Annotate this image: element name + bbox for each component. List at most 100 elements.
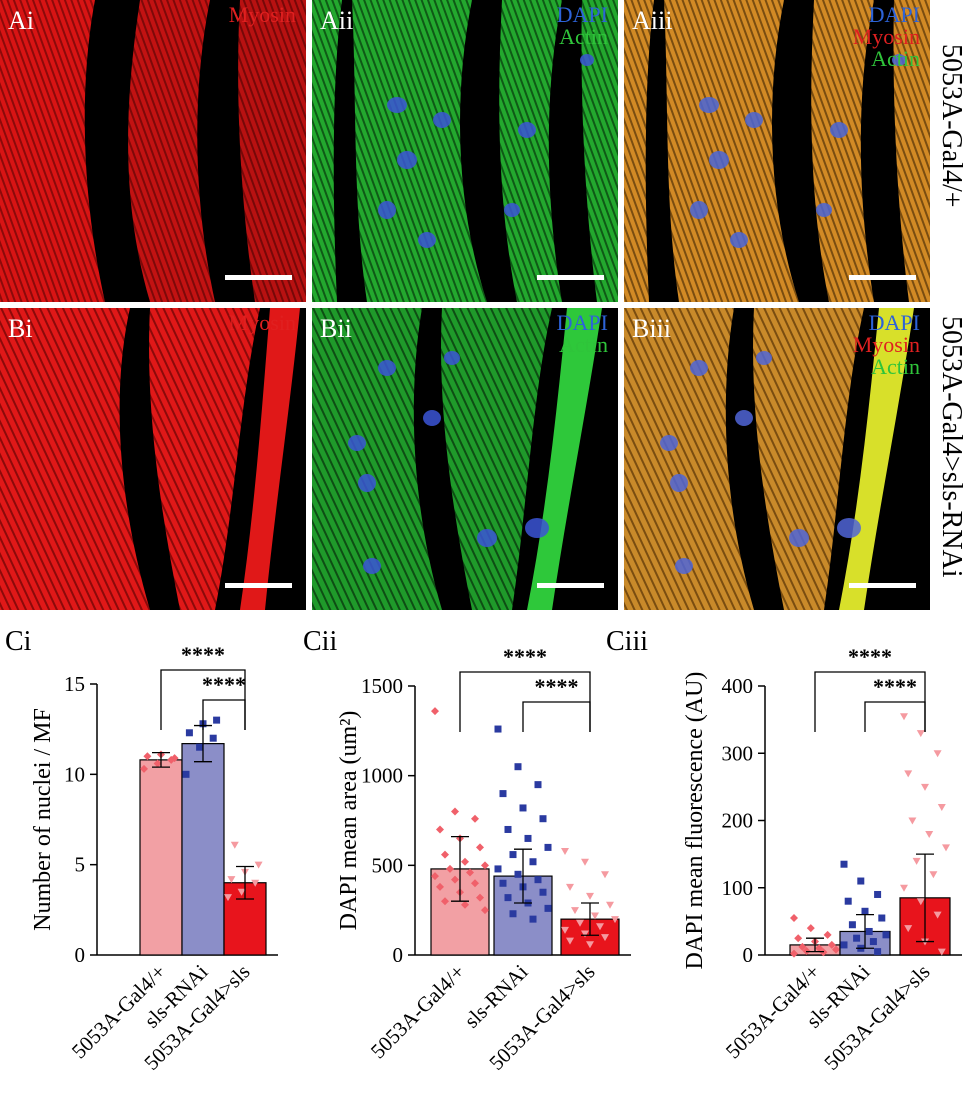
y-tick-label: 100: [722, 876, 754, 900]
data-point: [802, 946, 811, 955]
data-point: [476, 843, 484, 852]
data-point: [844, 897, 852, 905]
data-point: [861, 907, 869, 915]
channel-legend: DAPI Myosin Actin: [853, 4, 920, 70]
channel-myosin: Myosin: [852, 24, 920, 49]
data-point: [227, 876, 236, 884]
significance-label: ****: [181, 642, 225, 667]
data-point: [827, 940, 836, 949]
data-point: [534, 781, 542, 789]
panel-aiii: Aiii DAPI Myosin Actin: [624, 0, 930, 302]
data-point: [185, 729, 193, 737]
data-point: [566, 937, 574, 945]
data-point: [853, 934, 861, 942]
data-point: [254, 861, 263, 869]
data-point: [794, 934, 803, 943]
data-point: [566, 883, 574, 891]
channel-actin: Actin: [559, 24, 608, 49]
data-point: [544, 843, 552, 851]
scale-bar: [537, 275, 604, 280]
y-tick-label: 0: [75, 943, 86, 967]
panel-ai: Ai Myosin: [0, 0, 306, 302]
panel-label: Ai: [8, 6, 34, 35]
data-point: [140, 764, 148, 773]
data-point: [471, 814, 479, 823]
y-tick-label: 1500: [361, 674, 403, 698]
channel-legend: Myosin: [229, 312, 296, 334]
data-point: [539, 888, 547, 896]
channel-legend: DAPI Myosin Actin: [853, 312, 920, 378]
data-point: [441, 897, 449, 906]
data-point: [209, 734, 217, 742]
channel-dapi: DAPI: [868, 2, 920, 27]
quantification-charts: Ci 0 5 10 15 Number of nuclei / MF 5053A-Gal4/…: [5, 626, 962, 1075]
data-point: [461, 857, 469, 866]
data-point: [524, 834, 532, 842]
y-tick-label: 0: [743, 943, 754, 967]
micrograph-myosin-control: [0, 0, 306, 302]
data-point: [471, 879, 479, 888]
chart-cii: Cii 0 500 1000 1500 DAPI mean area (um²) 5053A…: [303, 626, 631, 1075]
data-point: [840, 941, 848, 949]
data-point: [925, 830, 934, 838]
channel-legend: DAPI Actin: [557, 4, 608, 48]
significance-label: ****: [503, 644, 547, 669]
data-point: [494, 865, 502, 873]
data-point: [499, 879, 507, 887]
data-point: [529, 915, 537, 923]
data-point: [514, 870, 522, 878]
data-point: [904, 770, 913, 778]
x-category-label: 5053A-Gal4/+: [366, 960, 470, 1064]
channel-dapi: DAPI: [556, 2, 608, 27]
panel-label: Biii: [632, 314, 672, 343]
micrograph-dapi-actin-control: [312, 0, 618, 302]
data-point: [591, 912, 599, 920]
data-point: [904, 925, 913, 933]
row-label-control: 5053A-Gal4/+: [936, 44, 967, 208]
data-point: [182, 770, 190, 778]
channel-legend: DAPI Actin: [557, 312, 608, 356]
scale-bar: [537, 583, 604, 588]
data-point: [196, 743, 204, 751]
data-point: [251, 879, 260, 887]
data-point: [534, 876, 542, 884]
data-point: [539, 815, 547, 823]
data-point: [916, 898, 925, 906]
y-tick-label: 1000: [361, 764, 403, 788]
data-point: [466, 868, 474, 877]
y-axis-label: DAPI mean fluorescence (AU): [682, 672, 708, 970]
data-point: [237, 888, 246, 896]
data-point: [596, 923, 604, 931]
channel-actin: Actin: [559, 332, 608, 357]
data-point: [606, 901, 614, 909]
panel-bii: Bii DAPI Actin: [312, 308, 618, 610]
data-point: [451, 807, 459, 816]
scale-bar: [225, 275, 292, 280]
data-point: [933, 911, 942, 919]
row-label-rnai: 5053A-Gal4>sls-RNAi: [936, 316, 967, 578]
data-point: [933, 750, 942, 758]
data-point: [431, 707, 439, 716]
y-tick-label: 500: [372, 853, 404, 877]
data-point: [900, 884, 908, 892]
data-point: [916, 730, 925, 738]
channel-actin: Actin: [871, 354, 920, 379]
channel-dapi: DAPI: [868, 310, 920, 335]
data-point: [790, 949, 798, 958]
significance-label: ****: [873, 674, 917, 699]
scale-bar: [849, 275, 916, 280]
data-point: [586, 941, 594, 949]
significance-bracket: [522, 701, 591, 732]
x-category-label: 5053A-Gal4>sls: [819, 960, 934, 1075]
bar: [139, 759, 183, 956]
data-point: [937, 804, 946, 812]
data-point: [213, 716, 221, 724]
data-point: [581, 858, 589, 866]
bar: [181, 743, 225, 956]
data-point: [504, 894, 512, 902]
data-point: [576, 919, 584, 927]
data-point: [509, 910, 517, 918]
panel-label: Aii: [320, 6, 354, 35]
data-point: [937, 948, 946, 956]
y-tick-label: 15: [64, 672, 85, 696]
